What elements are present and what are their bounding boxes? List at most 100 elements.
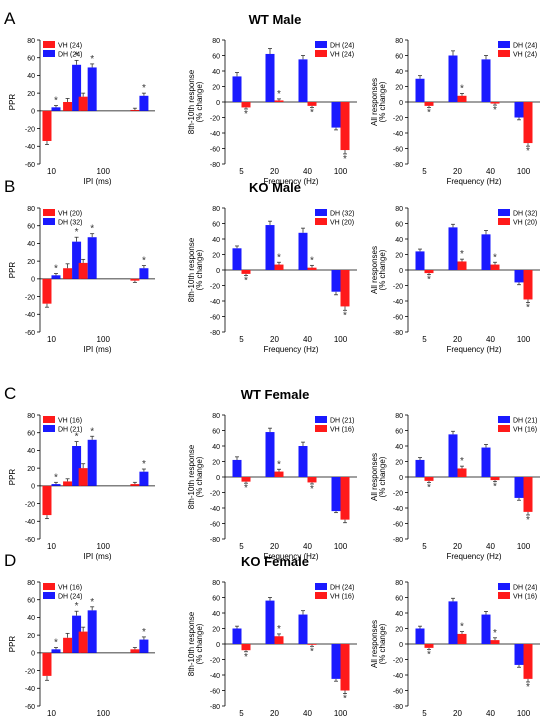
bar-dh <box>514 270 524 283</box>
bar-vh <box>42 485 52 516</box>
significance-star: * <box>54 96 58 107</box>
significance-star: * <box>526 682 530 693</box>
legend: DH (32) VH (20) <box>498 209 538 227</box>
legend-label: DH (21) <box>513 418 538 425</box>
bar-vh <box>130 278 140 281</box>
x-tick-label: 40 <box>486 167 495 176</box>
x-tick-label: 5 <box>422 709 427 716</box>
bar-dh <box>514 102 524 118</box>
y-tick-label: 60 <box>212 428 220 435</box>
y-tick-label: -40 <box>25 312 35 319</box>
bar-vh <box>241 644 251 651</box>
y-tick-label: -20 <box>210 657 220 664</box>
significance-star: * <box>90 597 94 608</box>
y-tick-label: 0 <box>31 651 35 658</box>
x-axis-title: Frequency (Hz) <box>446 345 501 354</box>
y-axis-title-units: (% change) <box>195 456 204 497</box>
x-tick-label: 20 <box>453 542 462 551</box>
legend-swatch-vh <box>498 50 510 57</box>
significance-star: * <box>277 459 281 470</box>
y-tick-label: -20 <box>393 283 403 290</box>
x-tick-label: 20 <box>270 542 279 551</box>
x-tick-label: 100 <box>97 167 111 176</box>
x-tick-label: 20 <box>453 335 462 344</box>
bar-dh <box>298 59 308 102</box>
bar-dh <box>72 64 82 111</box>
significance-star: * <box>142 459 146 470</box>
bar-dh <box>232 248 242 270</box>
bar-dh <box>265 600 275 644</box>
x-axis-title: Frequency (Hz) <box>263 177 318 186</box>
y-tick-label: 60 <box>395 428 403 435</box>
y-tick-label: -40 <box>210 299 220 306</box>
y-axis-title: All responses <box>370 78 379 126</box>
legend-label: VH (16) <box>330 427 354 434</box>
legend-swatch-vh <box>315 218 327 225</box>
y-tick-label: 60 <box>27 431 35 438</box>
legend: VH (24) DH (24) <box>43 41 83 59</box>
y-tick-label: -40 <box>393 299 403 306</box>
frequency-chart: -80 -60 -40 -20 0 20 40 60 80 All responses (% cha… <box>370 206 540 354</box>
legend-label: DH (21) <box>58 427 83 434</box>
bar-dh <box>481 59 491 102</box>
y-tick-label: 80 <box>27 38 35 45</box>
legend-label: DH (32) <box>58 220 83 227</box>
legend: DH (21) VH (16) <box>315 416 355 434</box>
significance-star: * <box>244 483 248 494</box>
significance-star: * <box>54 264 58 275</box>
bar-dh <box>87 439 97 486</box>
bar-dh <box>51 107 61 111</box>
y-tick-label: 40 <box>395 69 403 76</box>
panel-title: WT Male <box>249 12 302 27</box>
bar-vh <box>490 477 500 481</box>
bar-dh <box>87 67 97 111</box>
y-tick-label: -40 <box>25 686 35 693</box>
y-tick-label: 20 <box>212 626 220 633</box>
legend-swatch-dh <box>498 209 510 216</box>
y-tick-label: 60 <box>395 53 403 60</box>
y-tick-label: 0 <box>31 277 35 284</box>
bar-dh <box>265 53 275 102</box>
y-tick-label: -20 <box>25 294 35 301</box>
bar-dh <box>232 76 242 102</box>
x-axis-title: Frequency (Hz) <box>446 552 501 561</box>
bar-vh <box>424 477 434 481</box>
y-tick-label: 20 <box>212 84 220 91</box>
y-tick-label: 60 <box>395 595 403 602</box>
y-tick-label: -60 <box>393 314 403 321</box>
legend-label: VH (24) <box>513 52 537 59</box>
y-tick-label: -20 <box>393 115 403 122</box>
x-axis-title: IPI (ms) <box>84 552 112 561</box>
significance-star: * <box>526 146 530 157</box>
frequency-chart: -80 -60 -40 -20 0 20 40 60 80 All responses (% cha… <box>370 38 540 186</box>
bar-vh <box>42 110 52 141</box>
bar-vh <box>78 262 88 279</box>
x-tick-label: 100 <box>334 335 348 344</box>
bar-dh <box>331 270 341 292</box>
y-tick-label: 20 <box>212 252 220 259</box>
y-tick-label: 80 <box>395 206 403 213</box>
bar-dh <box>415 459 425 477</box>
bar-vh <box>78 468 88 486</box>
x-tick-label: 100 <box>334 542 348 551</box>
y-tick-label: -40 <box>25 144 35 151</box>
y-tick-label: 0 <box>399 268 403 275</box>
y-tick-label: 40 <box>212 237 220 244</box>
y-axis-title-units: (% change) <box>378 623 387 664</box>
x-tick-label: 20 <box>453 167 462 176</box>
bar-vh <box>490 264 500 270</box>
legend-label: VH (24) <box>58 43 82 50</box>
y-tick-label: -80 <box>393 162 403 169</box>
legend-label: DH (32) <box>330 211 355 218</box>
legend-label: VH (16) <box>513 594 537 601</box>
significance-star: * <box>493 628 497 639</box>
x-tick-label: 10 <box>47 167 56 176</box>
significance-star: * <box>90 224 94 235</box>
frequency-chart: -80 -60 -40 -20 0 20 40 60 80 All responses (% cha… <box>370 413 540 561</box>
bar-vh <box>130 484 140 486</box>
y-tick-label: 40 <box>395 611 403 618</box>
x-tick-label: 100 <box>97 335 111 344</box>
legend-swatch-dh <box>43 50 55 57</box>
